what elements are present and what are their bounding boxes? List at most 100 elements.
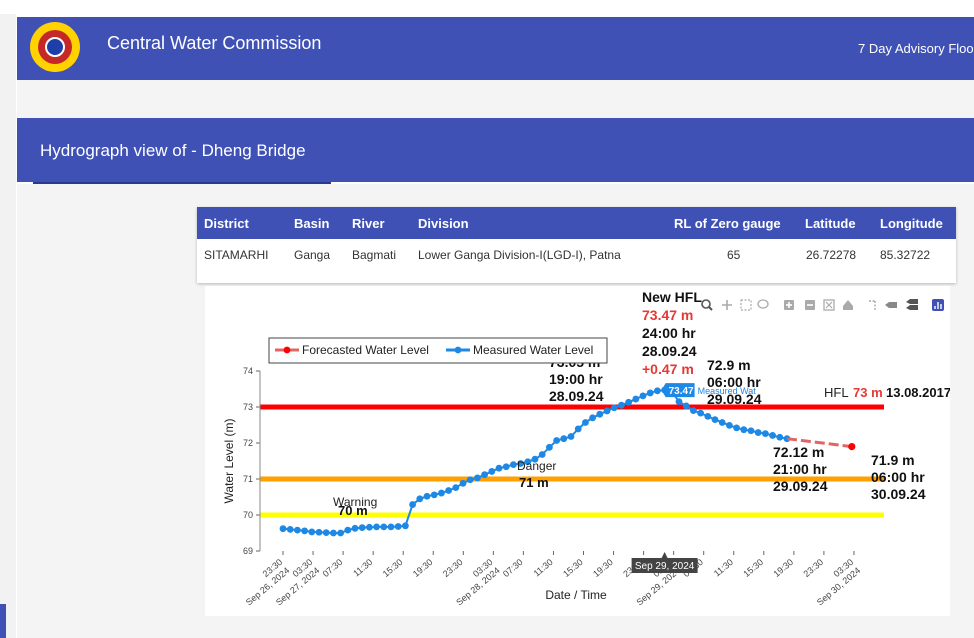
measured-point[interactable] — [286, 526, 294, 533]
measured-point[interactable] — [697, 409, 704, 417]
zoom-in-icon[interactable] — [784, 300, 794, 310]
measured-point[interactable] — [301, 527, 308, 535]
col-district: District — [204, 216, 249, 231]
hover-closest-icon[interactable] — [885, 302, 897, 308]
measured-point[interactable] — [639, 392, 647, 400]
measured-point[interactable] — [459, 479, 467, 487]
cwc-logo-icon[interactable] — [30, 22, 80, 72]
rect-select-icon[interactable] — [740, 299, 752, 311]
hover-x-label: Sep 29, 2024 — [635, 561, 695, 572]
lasso-icon[interactable] — [757, 299, 769, 309]
measured-point[interactable] — [308, 528, 316, 536]
measured-point[interactable] — [474, 474, 481, 482]
left-strip-accent — [0, 604, 6, 638]
measured-point[interactable] — [380, 523, 388, 531]
measured-point[interactable] — [704, 412, 712, 420]
measured-point[interactable] — [560, 435, 568, 443]
measured-point[interactable] — [776, 433, 784, 441]
advisory-link[interactable]: 7 Day Advisory Flooc — [858, 41, 974, 56]
measured-point[interactable] — [769, 432, 776, 439]
measured-point[interactable] — [394, 523, 402, 530]
measured-point[interactable] — [445, 487, 452, 494]
measured-point[interactable] — [351, 524, 359, 532]
measured-point[interactable] — [510, 461, 517, 468]
table-header-row: District Basin River Division RL of Zero… — [197, 207, 956, 239]
plotly-logo-icon[interactable] — [932, 299, 944, 311]
plotly-logo-icon-bars — [934, 302, 942, 309]
measured-point[interactable] — [416, 495, 424, 503]
measured-point[interactable] — [423, 492, 431, 500]
measured-point[interactable] — [488, 468, 496, 475]
measured-point[interactable] — [574, 425, 582, 433]
measured-point[interactable] — [495, 464, 503, 472]
home-icon[interactable] — [843, 300, 853, 310]
measured-point[interactable] — [452, 484, 460, 492]
measured-point[interactable] — [466, 476, 474, 484]
x-tick-label-line: 07:30 — [321, 557, 345, 579]
measured-point[interactable] — [654, 387, 661, 395]
measured-point[interactable] — [718, 419, 726, 426]
measured-point[interactable] — [294, 526, 301, 534]
measured-point[interactable] — [279, 525, 287, 533]
measured-point[interactable] — [675, 398, 683, 405]
y-tick-label: 72 — [243, 438, 253, 448]
annotation-peak-73-05: 19:00 hr — [549, 371, 603, 387]
forecast-point[interactable] — [848, 443, 856, 451]
measured-point[interactable] — [747, 427, 755, 435]
spike-icon[interactable] — [869, 300, 876, 310]
measured-point[interactable] — [387, 523, 395, 531]
measured-point[interactable] — [726, 421, 733, 429]
x-tick-label: 11:30 — [532, 557, 555, 579]
measured-point[interactable] — [646, 389, 654, 397]
col-basin: Basin — [294, 216, 330, 231]
measured-point[interactable] — [337, 529, 344, 537]
measured-point[interactable] — [610, 404, 618, 412]
measured-point[interactable] — [711, 416, 719, 423]
measured-point[interactable] — [322, 529, 330, 537]
measured-point[interactable] — [589, 414, 596, 422]
measured-point[interactable] — [754, 429, 762, 436]
measured-point[interactable] — [553, 437, 560, 444]
x-tick-label-line: 07:30 — [501, 557, 525, 579]
measured-point[interactable] — [546, 443, 553, 451]
measured-point[interactable] — [538, 451, 546, 458]
measured-point[interactable] — [603, 407, 611, 415]
hover-compare-icon[interactable] — [906, 299, 918, 310]
legend-measured-marker — [454, 346, 462, 354]
measured-point[interactable] — [430, 491, 438, 499]
measured-point[interactable] — [682, 402, 690, 410]
measured-point[interactable] — [582, 419, 589, 426]
measured-point[interactable] — [690, 407, 697, 414]
measured-point[interactable] — [596, 410, 604, 418]
autoscale-icon[interactable] — [823, 299, 835, 311]
measured-point[interactable] — [740, 426, 748, 434]
zoom-out-icon[interactable] — [805, 300, 815, 310]
measured-point[interactable] — [358, 524, 366, 531]
measured-point[interactable] — [517, 460, 524, 467]
col-rl-zero-gauge: RL of Zero gauge — [674, 216, 781, 231]
measured-point[interactable] — [344, 526, 352, 534]
measured-point[interactable] — [524, 458, 532, 466]
measured-point[interactable] — [481, 471, 488, 479]
measured-point[interactable] — [315, 528, 323, 536]
measured-point[interactable] — [531, 455, 539, 463]
measured-point[interactable] — [625, 398, 632, 406]
measured-point[interactable] — [762, 430, 769, 438]
measured-point[interactable] — [733, 424, 740, 432]
measured-point[interactable] — [618, 401, 625, 409]
pan-icon[interactable] — [722, 300, 732, 310]
measured-point[interactable] — [409, 501, 416, 508]
x-tick-label: 15:30 — [561, 557, 585, 579]
measured-point[interactable] — [402, 522, 409, 530]
measured-point[interactable] — [567, 433, 575, 440]
measured-point[interactable] — [632, 395, 640, 403]
zoom-icon[interactable] — [701, 299, 713, 311]
measured-point[interactable] — [502, 463, 510, 471]
measured-point[interactable] — [330, 529, 337, 537]
measured-point[interactable] — [438, 489, 445, 497]
measured-point[interactable] — [366, 523, 373, 531]
annotation-72-12: 29.09.24 — [773, 478, 828, 494]
measured-point[interactable] — [373, 523, 380, 531]
annotation-71-9: 71.9 m — [871, 452, 915, 468]
